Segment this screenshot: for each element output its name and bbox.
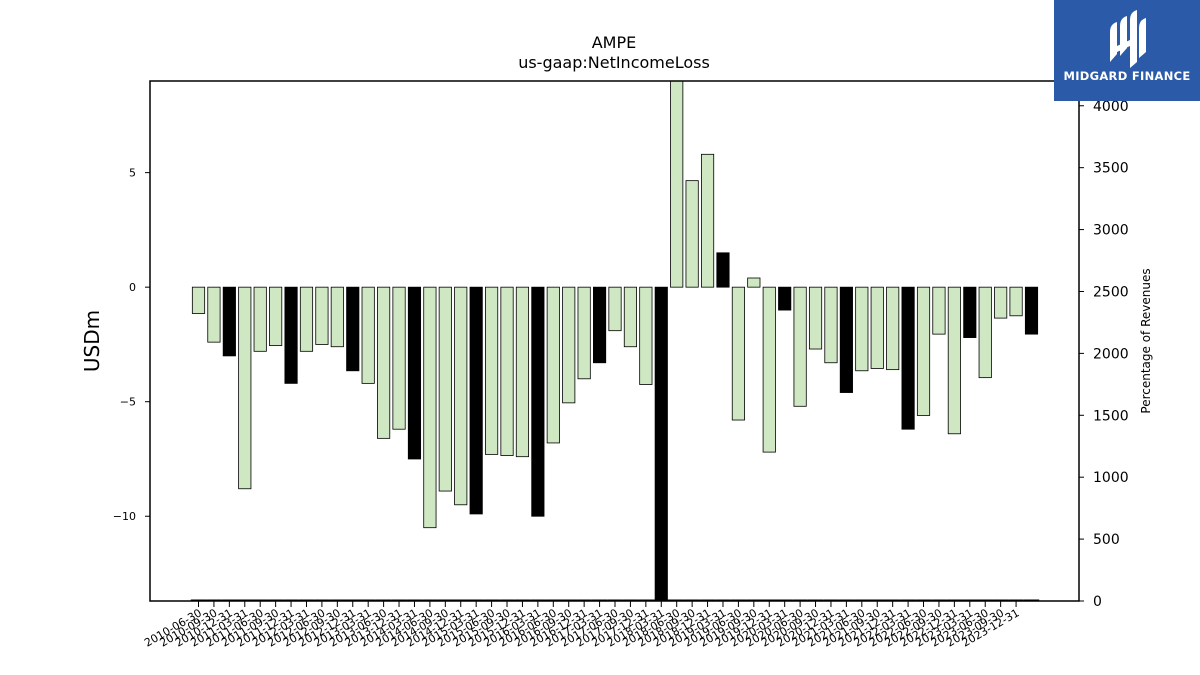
bar-quarterly bbox=[808, 286, 823, 350]
bar-annual bbox=[654, 286, 668, 602]
bar-annual bbox=[407, 286, 422, 460]
bar-quarterly bbox=[361, 286, 375, 384]
y2-tick-label: 1500 bbox=[1093, 408, 1129, 424]
y2-tick-label: 2500 bbox=[1093, 284, 1129, 300]
bar-quarterly bbox=[515, 286, 530, 458]
y2-tick-label: 4000 bbox=[1093, 99, 1129, 115]
bar-quarterly bbox=[315, 286, 329, 345]
bar-annual bbox=[716, 252, 730, 288]
plot-frame bbox=[149, 80, 1080, 602]
chart-title: AMPE bbox=[592, 33, 637, 52]
bar-annual bbox=[778, 286, 792, 311]
bar-quarterly bbox=[207, 286, 221, 343]
bar-quarterly bbox=[392, 286, 406, 430]
bar-annual bbox=[284, 286, 298, 384]
y-tick-label: −5 bbox=[120, 396, 136, 409]
bar-quarterly bbox=[485, 286, 499, 455]
bar-annual bbox=[963, 286, 977, 338]
y2-tick-label: 500 bbox=[1093, 532, 1120, 548]
bar-quarterly bbox=[824, 286, 838, 364]
bar-quarterly bbox=[238, 286, 252, 490]
y-tick-label: 0 bbox=[129, 281, 136, 294]
bar-quarterly bbox=[700, 153, 715, 288]
bar-quarterly bbox=[377, 286, 391, 439]
bar-quarterly bbox=[500, 286, 514, 456]
bar-quarterly bbox=[670, 80, 684, 288]
y2-tick-label: 0 bbox=[1093, 594, 1102, 610]
bar-quarterly bbox=[269, 286, 283, 346]
brand-logo: MIDGARD FINANCE bbox=[1054, 0, 1200, 101]
bar-quarterly bbox=[916, 286, 931, 416]
bar-quarterly bbox=[639, 286, 653, 385]
bar-quarterly bbox=[1009, 286, 1023, 317]
bar-quarterly bbox=[793, 286, 807, 407]
bar-annual bbox=[839, 286, 853, 393]
bar-quarterly bbox=[623, 286, 638, 348]
bar-quarterly bbox=[299, 286, 314, 352]
bar-annual bbox=[531, 286, 545, 517]
bar-annual bbox=[469, 286, 483, 515]
bar-quarterly bbox=[577, 286, 591, 380]
y2-tick-label: 3000 bbox=[1093, 223, 1129, 239]
bar-quarterly bbox=[747, 277, 761, 288]
chart-subtitle: us-gaap:NetIncomeLoss bbox=[518, 53, 710, 72]
bar-quarterly bbox=[562, 286, 576, 404]
brand-name: MIDGARD FINANCE bbox=[1063, 69, 1191, 83]
bar-quarterly bbox=[546, 286, 560, 444]
bar-quarterly bbox=[978, 286, 992, 379]
bar-annual bbox=[222, 286, 236, 357]
bar-quarterly bbox=[454, 286, 468, 506]
y2-tick-label: 3500 bbox=[1093, 161, 1129, 177]
bar-series bbox=[191, 80, 1039, 602]
bar-quarterly bbox=[947, 286, 961, 435]
y2-tick-label: 1000 bbox=[1093, 470, 1129, 486]
bar-annual bbox=[1024, 286, 1039, 335]
bar-annual bbox=[346, 286, 360, 372]
axis-ticks: −10−505050010001500200025003000350040002… bbox=[113, 99, 1129, 650]
bar-quarterly bbox=[855, 286, 869, 372]
bar-annual bbox=[901, 286, 915, 430]
bar-quarterly bbox=[423, 286, 437, 529]
bar-quarterly bbox=[932, 286, 946, 335]
bar-quarterly bbox=[870, 286, 884, 369]
bar-annual bbox=[593, 286, 607, 364]
bar-quarterly bbox=[994, 286, 1008, 319]
y2-tick-label: 2000 bbox=[1093, 346, 1129, 362]
y2-axis-label: Percentage of Revenues bbox=[1139, 268, 1153, 413]
bar-quarterly bbox=[608, 286, 622, 332]
bar-quarterly bbox=[685, 180, 699, 288]
bar-quarterly bbox=[253, 286, 267, 352]
midgard-logo-icon bbox=[1110, 10, 1146, 68]
bar-quarterly bbox=[731, 286, 745, 421]
bar-quarterly bbox=[886, 286, 900, 371]
y-tick-label: −10 bbox=[113, 510, 136, 523]
y-axis-label: USDm bbox=[80, 310, 104, 372]
bar-quarterly bbox=[438, 286, 452, 492]
bar-quarterly bbox=[762, 286, 776, 453]
bar-quarterly bbox=[191, 286, 206, 314]
y-tick-label: 5 bbox=[129, 167, 136, 180]
bar-quarterly bbox=[330, 286, 344, 348]
